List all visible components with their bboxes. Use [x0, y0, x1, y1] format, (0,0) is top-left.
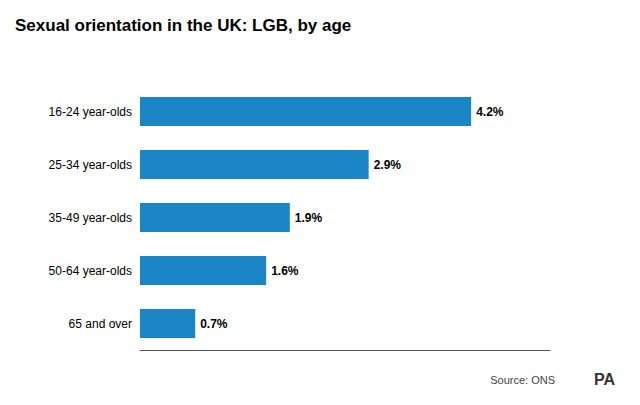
- svg-text:4.2%: 4.2%: [476, 105, 504, 119]
- svg-text:1.6%: 1.6%: [271, 264, 299, 278]
- svg-text:2.9%: 2.9%: [374, 158, 402, 172]
- svg-text:16-24 year-olds: 16-24 year-olds: [49, 105, 132, 119]
- svg-text:35-49 year-olds: 35-49 year-olds: [49, 211, 132, 225]
- svg-text:25-34 year-olds: 25-34 year-olds: [49, 158, 132, 172]
- svg-text:PA: PA: [594, 371, 615, 388]
- svg-text:50-64 year-olds: 50-64 year-olds: [49, 264, 132, 278]
- svg-text:65 and over: 65 and over: [69, 317, 132, 331]
- svg-text:0.7%: 0.7%: [200, 317, 228, 331]
- svg-text:Source: ONS: Source: ONS: [490, 374, 555, 386]
- svg-text:1.9%: 1.9%: [295, 211, 323, 225]
- svg-text:Sexual orientation in the UK:: Sexual orientation in the UK: LGB, by ag…: [15, 16, 351, 35]
